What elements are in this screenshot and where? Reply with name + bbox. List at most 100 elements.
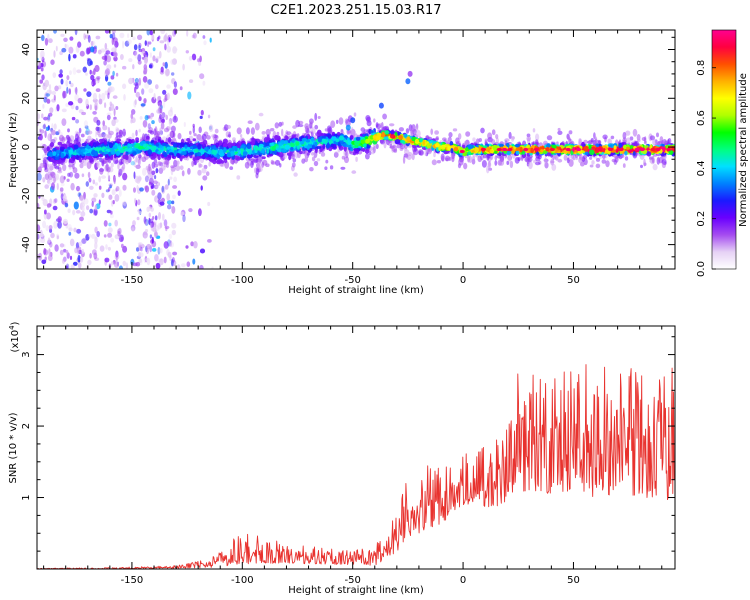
ridge-dot [370,130,374,134]
ridge-dot [339,139,344,145]
noise-dot [154,232,158,237]
noise-dot [79,216,84,222]
halo-dot [173,131,176,138]
halo-dot [282,152,287,160]
noise-dot [95,35,101,40]
halo-dot [87,135,92,140]
ridge-dot [328,147,333,152]
halo-dot [652,163,658,171]
noise-dot [133,50,137,56]
blip-dot [350,117,356,124]
halo-dot [79,162,84,169]
noise-dot [56,235,59,240]
halo-dot [434,130,439,135]
halo-dot [163,127,170,133]
halo-dot [153,163,159,168]
noise-dot [81,173,85,178]
noise-dot [159,108,163,114]
noise-dot [150,222,153,229]
halo-dot [48,163,54,172]
noise-dot [199,264,204,269]
ridge-dot [314,148,318,154]
ridge-dot [398,135,403,140]
noise-dot [54,198,58,203]
ridge-dot [147,149,152,156]
halo-dot [314,112,318,121]
noise-dot [83,33,86,40]
noise-dot [42,104,45,109]
noise-dot [142,120,148,128]
halo-dot [301,158,306,164]
halo-dot [490,139,496,145]
noise-dot [37,224,41,232]
noise-dot [47,179,51,184]
halo-dot [114,160,119,164]
halo-dot [177,132,182,140]
noise-dot [59,187,64,192]
ridge-dot [281,148,287,152]
ridge-dot [543,150,548,154]
halo-dot [546,135,553,141]
noise-dot [46,98,51,104]
ridge-dot [240,147,244,153]
noise-dot [122,245,128,253]
noise-dot [138,44,141,51]
ridge-dot [46,146,50,152]
noise-dot [90,40,94,47]
noise-dot [46,212,51,220]
noise-dot [80,202,86,208]
noise-dot [170,258,174,267]
halo-dot [336,119,339,124]
halo-dot [164,159,170,166]
halo-dot [371,150,375,155]
ridge-dot [194,149,199,153]
noise-dot [133,159,137,168]
noise-dot [159,40,165,44]
noise-dot [68,46,74,54]
halo-dot [137,158,141,166]
halo-dot [480,127,485,134]
halo-dot [605,160,610,168]
noise-dot [159,247,163,254]
halo-dot [442,137,447,141]
ridge-dot [618,142,622,149]
noise-dot [162,89,167,95]
ridge-dot [102,146,106,150]
halo-dot [643,158,646,167]
noise-dot [82,66,88,73]
noise-dot [109,184,112,189]
noise-dot [159,130,163,135]
ridge-peak-dot [671,147,675,152]
halo-dot [526,135,531,142]
halo-dot [42,159,47,164]
halo-dot [384,125,390,131]
noise-dot [136,216,140,221]
halo-dot [389,123,395,127]
ridge-dot [414,138,420,144]
ridge-dot [485,146,491,152]
noise-dot [155,262,161,269]
halo-dot [350,127,354,135]
noise-dot [144,175,149,183]
noise-dot [167,204,172,210]
noise-dot [149,234,153,239]
noise-dot [81,248,85,255]
ridge-dot [135,137,140,142]
halo-dot [247,120,253,124]
noise-dot [170,59,175,65]
noise-dot [64,202,69,208]
noise-dot [172,30,176,37]
halo-dot [578,138,581,147]
noise-dot [89,69,92,75]
halo-dot [298,124,304,128]
halo-dot [611,158,617,163]
noise-dot [168,120,171,126]
noise-dot [43,123,46,129]
ridge-dot [546,144,551,148]
noise-dot [150,115,153,120]
noise-dot [143,56,148,65]
noise-dot [167,109,174,117]
noise-dot [41,74,45,81]
noise-dot [37,237,42,244]
noise-dot [168,233,173,240]
